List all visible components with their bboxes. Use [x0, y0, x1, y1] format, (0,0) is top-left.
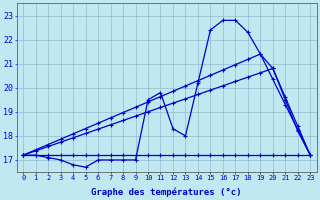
- X-axis label: Graphe des températures (°c): Graphe des températures (°c): [92, 187, 242, 197]
